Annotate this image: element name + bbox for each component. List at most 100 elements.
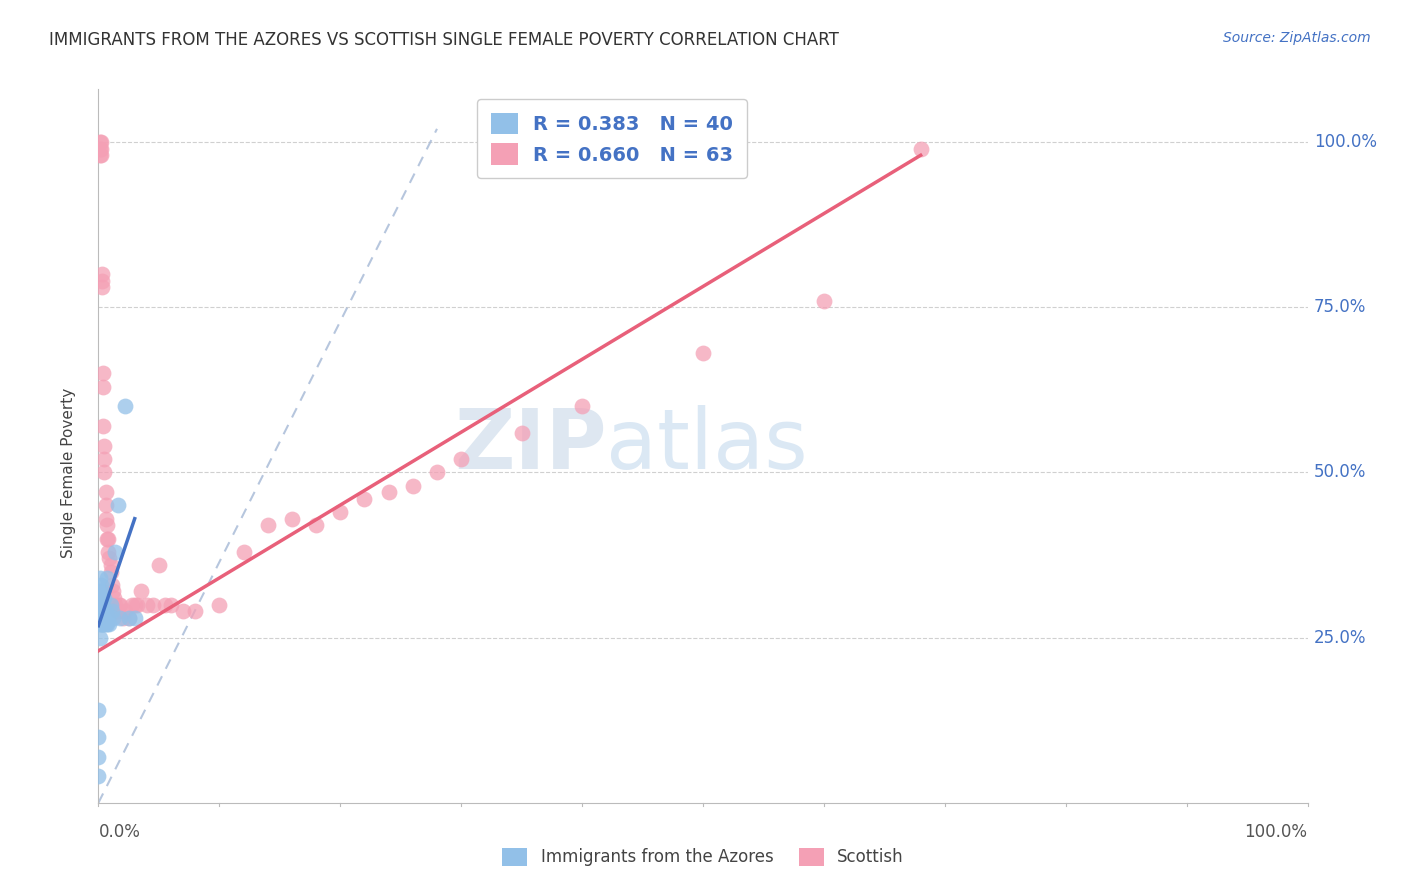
Point <box>90 611 112 625</box>
Point <box>89 142 111 156</box>
Point <box>91 280 114 294</box>
Text: IMMIGRANTS FROM THE AZORES VS SCOTTISH SINGLE FEMALE POVERTY CORRELATION CHART: IMMIGRANTS FROM THE AZORES VS SCOTTISH S… <box>49 31 839 49</box>
Point <box>184 604 207 618</box>
Point <box>89 611 111 625</box>
Point <box>93 466 115 480</box>
Point <box>89 135 111 149</box>
Point <box>101 584 124 599</box>
Point <box>105 604 128 618</box>
Point <box>377 485 399 500</box>
Point <box>108 598 131 612</box>
Point <box>142 598 165 612</box>
Point <box>108 598 131 612</box>
Point <box>98 617 121 632</box>
Point <box>87 703 110 717</box>
Point <box>813 293 835 308</box>
Point <box>124 611 146 625</box>
Point <box>94 499 117 513</box>
Point <box>91 379 114 393</box>
Point <box>108 611 131 625</box>
Point <box>426 466 449 480</box>
Point <box>97 532 120 546</box>
Point <box>114 604 136 618</box>
Point <box>100 565 122 579</box>
Point <box>692 346 714 360</box>
Point <box>571 400 593 414</box>
Point <box>91 274 114 288</box>
Point <box>90 142 112 156</box>
Point <box>402 478 425 492</box>
Point <box>94 617 117 632</box>
Point <box>90 578 112 592</box>
Point <box>256 518 278 533</box>
Text: Source: ZipAtlas.com: Source: ZipAtlas.com <box>1223 31 1371 45</box>
Point <box>118 611 141 625</box>
Point <box>114 400 136 414</box>
Point <box>89 584 111 599</box>
Point <box>96 571 118 585</box>
Point <box>97 611 120 625</box>
Point <box>94 604 117 618</box>
Point <box>129 584 152 599</box>
Point <box>91 611 114 625</box>
Point <box>100 598 122 612</box>
Point <box>89 571 111 585</box>
Text: 0.0%: 0.0% <box>98 822 141 840</box>
Point <box>135 598 157 612</box>
Point <box>107 499 129 513</box>
Point <box>124 598 146 612</box>
Point <box>103 591 125 605</box>
Point <box>93 452 115 467</box>
Text: Single Female Poverty: Single Female Poverty <box>60 387 76 558</box>
Text: 25.0%: 25.0% <box>1313 629 1367 647</box>
Legend: R = 0.383   N = 40, R = 0.660   N = 63: R = 0.383 N = 40, R = 0.660 N = 63 <box>477 99 747 178</box>
Point <box>89 617 111 632</box>
Point <box>96 518 118 533</box>
Point <box>90 148 112 162</box>
Point <box>232 545 254 559</box>
Point <box>98 551 121 566</box>
Point <box>510 425 533 440</box>
Point <box>208 598 231 612</box>
Point <box>111 611 134 625</box>
Point <box>172 604 194 618</box>
Point <box>96 532 118 546</box>
Point <box>91 584 114 599</box>
Point <box>160 598 183 612</box>
Point <box>353 491 375 506</box>
Point <box>90 135 112 149</box>
Point <box>87 749 110 764</box>
Point <box>91 591 114 605</box>
Point <box>91 604 114 618</box>
Point <box>91 598 114 612</box>
Point <box>121 598 143 612</box>
Point <box>90 604 112 618</box>
Point <box>91 367 114 381</box>
Point <box>96 617 118 632</box>
Point <box>101 611 124 625</box>
Point <box>450 452 472 467</box>
Point <box>94 485 117 500</box>
Text: ZIP: ZIP <box>454 406 606 486</box>
Point <box>93 439 115 453</box>
Point <box>127 598 149 612</box>
Point <box>90 591 112 605</box>
Text: atlas: atlas <box>606 406 808 486</box>
Point <box>281 511 304 525</box>
Point <box>329 505 352 519</box>
Point <box>97 545 120 559</box>
Point <box>94 511 117 525</box>
Point <box>100 558 122 572</box>
Point <box>91 617 114 632</box>
Legend: Immigrants from the Azores, Scottish: Immigrants from the Azores, Scottish <box>494 839 912 875</box>
Text: 75.0%: 75.0% <box>1313 298 1367 317</box>
Point <box>89 598 111 612</box>
Point <box>153 598 176 612</box>
Text: 100.0%: 100.0% <box>1313 133 1376 151</box>
Point <box>90 617 112 632</box>
Point <box>89 631 111 645</box>
Point <box>87 769 110 783</box>
Point <box>89 148 111 162</box>
Point <box>118 611 141 625</box>
Point <box>104 598 127 612</box>
